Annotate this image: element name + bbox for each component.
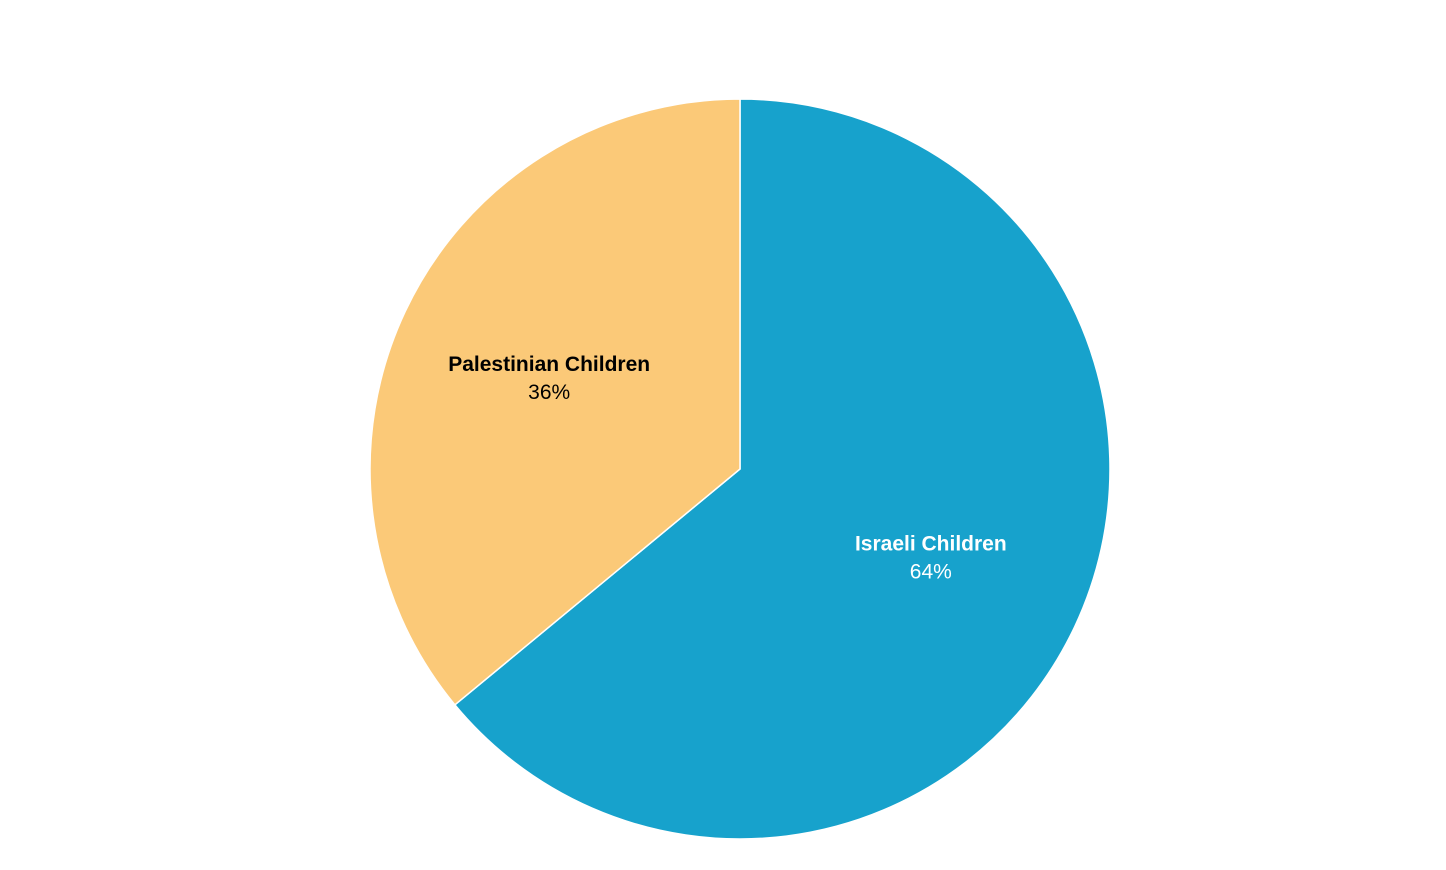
slice-label: Israeli Children: [855, 532, 1007, 555]
slice-value-label: 36%: [528, 381, 570, 404]
slice-label: Palestinian Children: [448, 353, 650, 376]
slice-value-label: 64%: [910, 560, 952, 583]
pie-slice: [453, 98, 1111, 840]
pie-slice: [369, 98, 741, 706]
